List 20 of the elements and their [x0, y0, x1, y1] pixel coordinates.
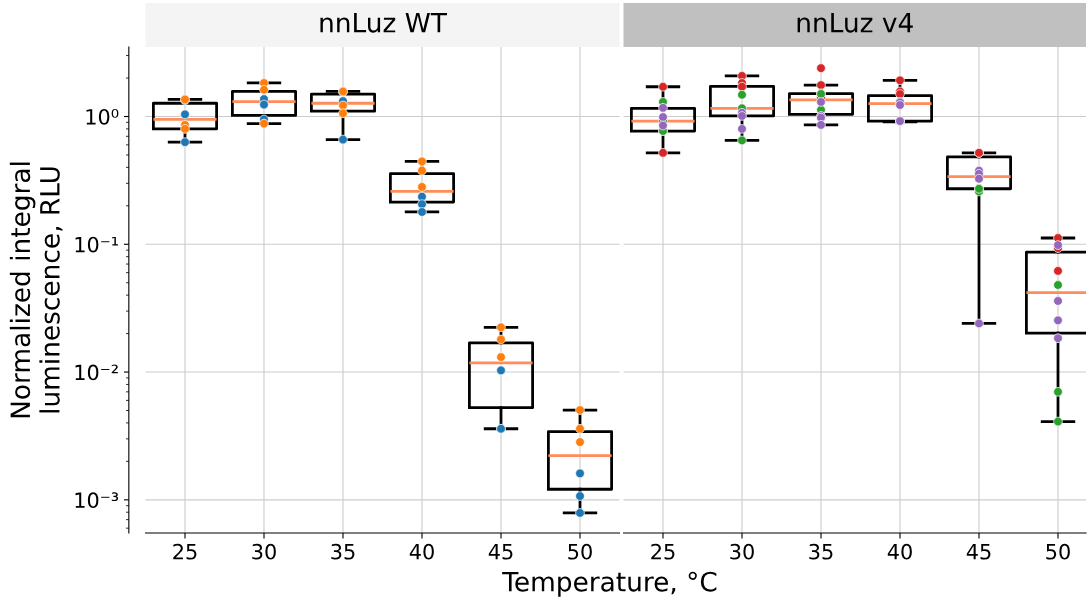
y-axis-title: Normalized integral luminescence, RLU	[9, 162, 63, 418]
x-tick-label: 25	[173, 543, 197, 560]
x-tick-label: 35	[331, 543, 355, 560]
x-tick-label: 40	[409, 543, 434, 560]
x-tick-label: 30	[730, 543, 754, 560]
y-tick-label: 10⁻³	[75, 492, 119, 509]
chart-title: nnLuz v4	[797, 13, 913, 33]
y-tick-label: 10⁻²	[75, 364, 118, 381]
x-tick-label: 45	[966, 544, 991, 560]
x-tick-label: 30	[252, 543, 276, 560]
x-tick-label: 40	[887, 543, 912, 560]
x-tick-label: 35	[809, 543, 833, 560]
x-axis-title: Temperature, °C	[502, 571, 717, 597]
x-tick-label: 25	[651, 543, 675, 560]
x-tick-label: 45	[488, 544, 513, 560]
y-tick-label: 10⁰	[86, 108, 119, 125]
x-tick-label: 50	[568, 543, 592, 560]
chart-title: nnLuz WT	[320, 13, 448, 33]
y-tick-label: 10⁻¹	[75, 236, 118, 253]
x-tick-label: 50	[1046, 543, 1070, 560]
